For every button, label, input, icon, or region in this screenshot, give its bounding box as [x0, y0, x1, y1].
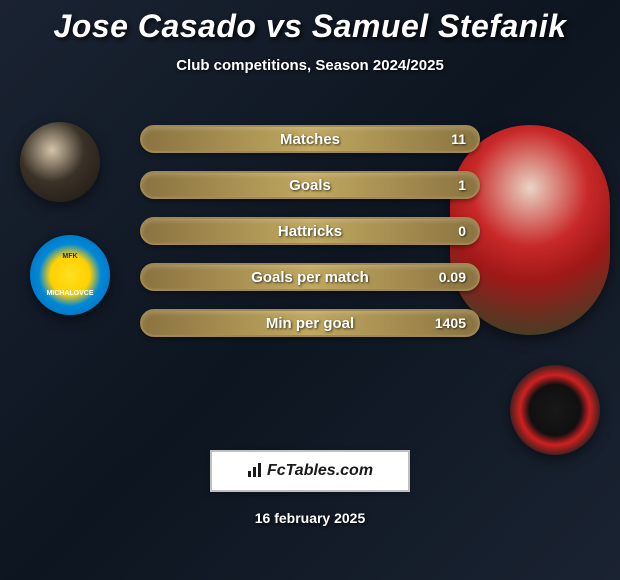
- club-badge-left-label: MFK: [30, 253, 110, 260]
- stat-row-goals-per-match: Goals per match 0.09: [140, 263, 480, 291]
- stat-label: Goals: [289, 177, 331, 194]
- stat-row-hattricks: Hattricks 0: [140, 217, 480, 245]
- page-title: Jose Casado vs Samuel Stefanik: [0, 8, 620, 45]
- footer-logo-text: FcTables.com: [267, 462, 373, 480]
- stat-label: Hattricks: [278, 223, 342, 240]
- club-badge-right: [510, 365, 600, 455]
- stat-right-value: 1: [458, 177, 466, 193]
- stat-right-value: 0: [458, 223, 466, 239]
- footer-logo[interactable]: FcTables.com: [210, 450, 410, 492]
- chart-icon: [247, 462, 263, 481]
- page-subtitle: Club competitions, Season 2024/2025: [0, 57, 620, 74]
- stat-label: Matches: [280, 131, 340, 148]
- stats-container: Matches 11 Goals 1 Hattricks 0 Goals per…: [140, 125, 480, 355]
- stat-row-min-per-goal: Min per goal 1405: [140, 309, 480, 337]
- stat-right-value: 0.09: [439, 269, 466, 285]
- stat-right-value: 11: [451, 131, 466, 147]
- stat-label: Min per goal: [266, 315, 354, 332]
- player-left-photo: [20, 122, 100, 202]
- stat-row-goals: Goals 1: [140, 171, 480, 199]
- stat-right-value: 1405: [435, 315, 466, 331]
- footer-date: 16 february 2025: [0, 510, 620, 526]
- stat-row-matches: Matches 11: [140, 125, 480, 153]
- club-badge-left: MFK MICHALOVCE: [30, 235, 110, 315]
- club-badge-left-label-2: MICHALOVCE: [30, 290, 110, 297]
- stat-label: Goals per match: [251, 269, 369, 286]
